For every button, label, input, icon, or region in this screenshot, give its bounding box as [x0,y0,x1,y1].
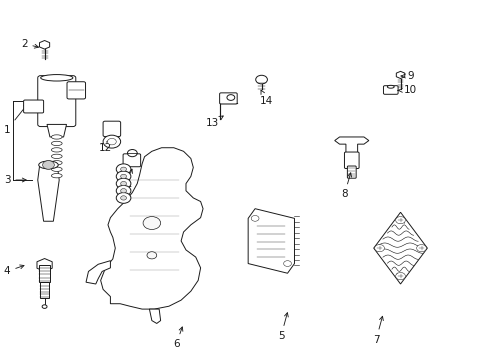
Circle shape [116,185,131,196]
Text: 5: 5 [277,313,287,341]
Circle shape [147,252,157,259]
Circle shape [116,171,131,182]
Circle shape [107,138,116,145]
FancyBboxPatch shape [383,86,397,94]
Ellipse shape [51,154,62,158]
Text: 10: 10 [397,85,416,95]
Circle shape [116,164,131,175]
Circle shape [127,149,137,157]
Polygon shape [86,261,110,284]
Polygon shape [395,71,404,78]
Circle shape [42,161,54,169]
Circle shape [121,189,126,193]
FancyBboxPatch shape [344,152,358,168]
Circle shape [121,196,126,200]
Ellipse shape [51,135,62,139]
Circle shape [42,305,47,309]
Circle shape [121,174,126,179]
Polygon shape [334,137,368,153]
Text: 7: 7 [372,316,383,345]
Ellipse shape [51,161,62,165]
FancyBboxPatch shape [123,154,141,167]
Circle shape [255,75,267,84]
FancyBboxPatch shape [219,93,237,104]
Text: 1: 1 [4,104,27,135]
Text: 9: 9 [400,71,413,81]
Bar [39,265,50,282]
Text: 8: 8 [341,173,351,199]
Ellipse shape [51,141,62,145]
Text: 6: 6 [173,327,183,349]
Ellipse shape [39,161,58,169]
Polygon shape [38,165,59,221]
Circle shape [121,167,126,171]
Polygon shape [373,212,427,284]
Polygon shape [247,209,294,273]
Text: 12: 12 [99,140,112,153]
Circle shape [283,261,291,266]
Circle shape [121,181,126,186]
Circle shape [116,193,131,203]
Bar [40,282,49,298]
Circle shape [251,216,259,221]
Circle shape [116,178,131,189]
Circle shape [374,244,384,252]
Text: 11: 11 [120,169,133,189]
Polygon shape [40,41,50,49]
Circle shape [103,135,121,148]
Circle shape [395,217,405,224]
Circle shape [143,217,160,229]
Ellipse shape [51,174,62,178]
Ellipse shape [386,85,393,88]
FancyBboxPatch shape [38,76,76,127]
Ellipse shape [41,75,73,81]
FancyBboxPatch shape [103,121,121,136]
Text: 3: 3 [4,175,26,185]
FancyBboxPatch shape [67,82,85,99]
Circle shape [395,273,405,280]
Text: 4: 4 [4,265,24,276]
Polygon shape [37,258,52,271]
Ellipse shape [51,148,62,152]
Circle shape [416,244,426,252]
Polygon shape [149,309,160,323]
Text: 13: 13 [206,116,223,128]
Ellipse shape [51,167,62,171]
FancyBboxPatch shape [23,100,43,113]
Circle shape [226,95,234,100]
FancyBboxPatch shape [346,166,355,178]
Text: 14: 14 [259,90,272,106]
Polygon shape [47,125,66,137]
Polygon shape [101,148,203,309]
Text: 2: 2 [21,39,39,49]
